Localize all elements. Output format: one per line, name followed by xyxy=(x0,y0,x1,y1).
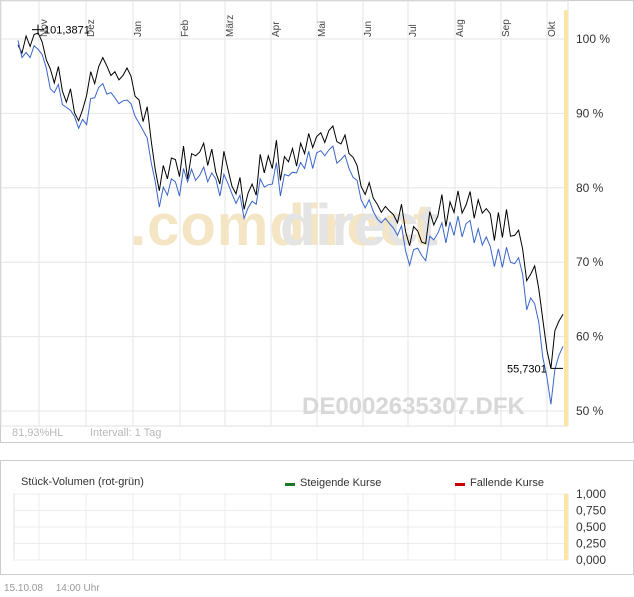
month-label: Nov xyxy=(39,19,50,37)
y-tick-label: 70 % xyxy=(576,255,604,269)
footer-date: 15.10.08 xyxy=(4,583,43,594)
volume-y-tick: 0,750 xyxy=(576,504,606,518)
instrument-id: DE0002635307.DFK xyxy=(302,393,525,420)
y-tick-label: 100 % xyxy=(576,32,610,46)
month-label: März xyxy=(225,15,236,37)
watermark: .comdirect xyxy=(130,193,433,258)
month-label: Dez xyxy=(86,19,97,37)
range-info: 81,93%HL xyxy=(12,427,63,439)
volume-current-day-marker xyxy=(564,494,568,560)
month-label: Feb xyxy=(180,19,191,37)
month-label: Jul xyxy=(408,24,419,37)
interval-info: Intervall: 1 Tag xyxy=(90,427,161,439)
legend-label-rising: Steigende Kurse xyxy=(300,477,381,489)
y-tick-label: 80 % xyxy=(576,181,604,195)
y-tick-label: 50 % xyxy=(576,404,604,418)
month-label: Mai xyxy=(317,21,328,37)
volume-title: Stück-Volumen (rot-grün) xyxy=(21,476,144,488)
month-label: Jun xyxy=(363,21,374,37)
volume-y-tick: 0,500 xyxy=(576,520,606,534)
watermark-part: direct xyxy=(280,193,438,258)
y-tick-label: 60 % xyxy=(576,330,604,344)
volume-y-tick: 1,000 xyxy=(576,487,606,501)
series-line-2 xyxy=(17,40,564,405)
low-label: 55,7301 xyxy=(507,363,547,375)
y-tick-label: 90 % xyxy=(576,106,604,120)
volume-y-tick: 0,250 xyxy=(576,537,606,551)
series-line-1 xyxy=(17,32,564,369)
high-label: 101,3871 xyxy=(44,25,90,37)
current-day-marker xyxy=(564,10,568,426)
legend-swatch-rising xyxy=(285,483,295,486)
month-label: Aug xyxy=(455,19,466,37)
timestamp-footer: 15.10.08 14:00 Uhr xyxy=(4,583,110,594)
month-label: Okt xyxy=(547,21,558,37)
footer-time: 14:00 Uhr xyxy=(55,583,100,594)
legend-swatch-falling xyxy=(455,483,465,486)
legend-label-falling: Fallende Kurse xyxy=(470,477,544,489)
month-label: Sep xyxy=(501,19,512,37)
month-label: Jan xyxy=(133,21,144,37)
month-label: Apr xyxy=(271,21,282,37)
volume-y-tick: 0,000 xyxy=(576,553,606,567)
